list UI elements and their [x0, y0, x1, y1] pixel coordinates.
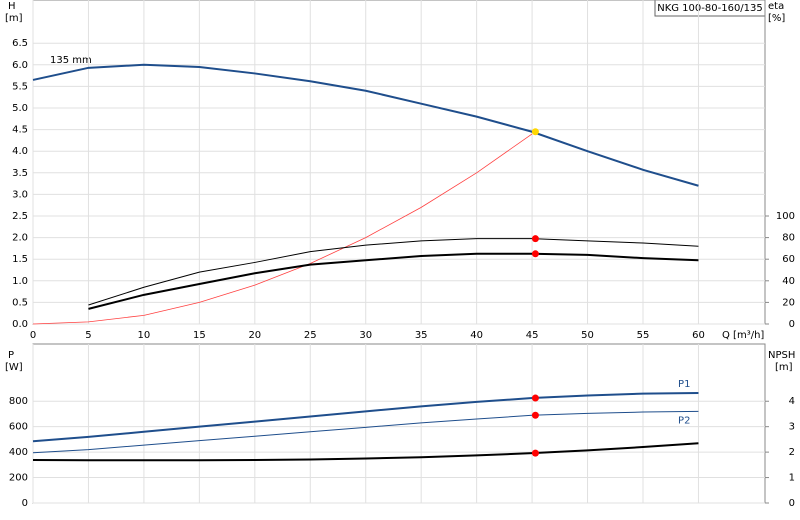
curve — [32, 391, 699, 443]
x-tick-label: 35 — [415, 330, 428, 341]
y2-tick-label: 2 — [789, 447, 795, 458]
y-tick-label: 2.0 — [12, 233, 28, 244]
y-label: P — [8, 350, 14, 361]
y2-tick-label: 3 — [789, 422, 795, 433]
y2-label: NPSH — [768, 350, 795, 361]
x-tick-label: 40 — [470, 330, 483, 341]
y2-tick-label: 60 — [782, 254, 795, 265]
x-tick-label: 50 — [581, 330, 594, 341]
y2-tick-label: 0 — [789, 319, 795, 330]
y2-label: eta — [768, 1, 784, 12]
y-tick-label: 3.0 — [12, 189, 28, 200]
series-label: P2 — [678, 415, 690, 426]
y-tick-label: 200 — [9, 473, 28, 484]
curve — [32, 410, 699, 454]
y-tick-label: 1.5 — [12, 254, 28, 265]
y-tick-label: 3.5 — [12, 168, 28, 179]
duty-point — [531, 250, 539, 258]
x-tick-label: 20 — [248, 330, 261, 341]
x-tick-label: 30 — [359, 330, 372, 341]
y2-tick-label: 4 — [789, 396, 795, 407]
annotation: 135 mm — [50, 55, 92, 66]
y-tick-label: 6.0 — [12, 60, 28, 71]
y-tick-label: 800 — [9, 396, 28, 407]
y2-tick-label: 20 — [782, 297, 795, 308]
y-tick-label: 0.5 — [12, 297, 28, 308]
y2-tick-label: 1 — [789, 473, 795, 484]
x-tick-label: 5 — [85, 330, 91, 341]
x-tick-label: 15 — [193, 330, 206, 341]
y-tick-label: 4.0 — [12, 146, 28, 157]
plot-frame — [32, 343, 766, 504]
curve — [88, 252, 699, 310]
x-tick-label: 60 — [692, 330, 705, 341]
y2-unit: [%] — [768, 13, 785, 24]
curve — [32, 63, 699, 187]
y-tick-label: 5.5 — [12, 81, 28, 92]
curve — [88, 238, 699, 306]
y-tick-label: 0 — [22, 498, 28, 509]
x-tick-label: 45 — [526, 330, 539, 341]
chart-title: NKG 100-80-160/135 — [657, 3, 763, 14]
duty-point — [531, 411, 539, 419]
x-tick-label: 25 — [304, 330, 317, 341]
y-tick-label: 5.0 — [12, 103, 28, 114]
x-label: Q [m³/h] — [722, 330, 764, 341]
x-tick-label: 10 — [138, 330, 151, 341]
curve — [32, 442, 699, 462]
x-tick-label: 55 — [637, 330, 650, 341]
duty-point — [531, 394, 539, 402]
y-unit: [W] — [5, 362, 23, 373]
y-tick-label: 600 — [9, 422, 28, 433]
duty-point — [531, 128, 539, 136]
y-tick-label: 1.0 — [12, 276, 28, 287]
y-tick-label: 4.5 — [12, 125, 28, 136]
y-unit: [m] — [5, 13, 23, 24]
y-label: H — [8, 1, 16, 12]
y-tick-label: 400 — [9, 447, 28, 458]
curve — [32, 133, 533, 325]
y2-tick-label: 80 — [782, 233, 795, 244]
y2-unit: [m] — [775, 362, 793, 373]
y-tick-label: 6.5 — [12, 38, 28, 49]
x-tick-label: 0 — [30, 330, 36, 341]
series-label: P1 — [678, 379, 690, 390]
y2-tick-label: 0 — [789, 498, 795, 509]
y-tick-label: 2.5 — [12, 211, 28, 222]
duty-point — [531, 449, 539, 457]
y2-tick-label: 40 — [782, 276, 795, 287]
y2-tick-label: 100 — [776, 211, 795, 222]
plot-frame — [32, 0, 766, 325]
y-tick-label: 0.0 — [12, 319, 28, 330]
duty-point — [531, 235, 539, 243]
